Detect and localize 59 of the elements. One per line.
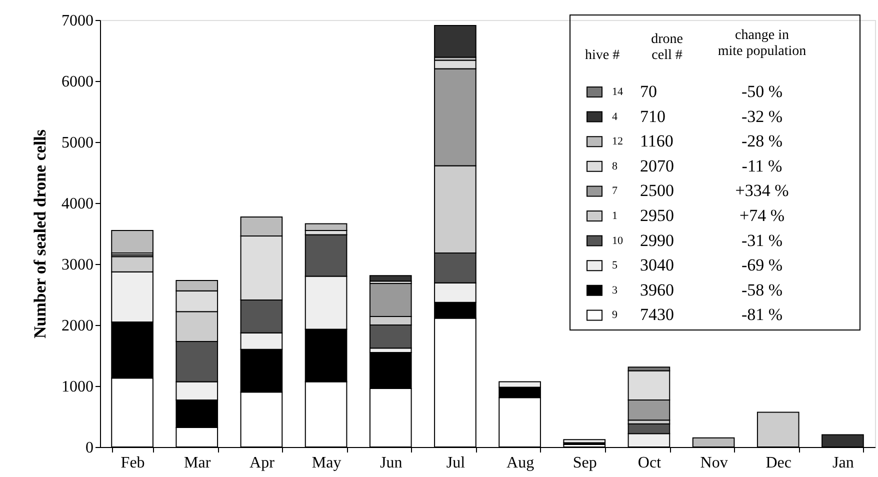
annotation: +334 % [735, 181, 789, 200]
y-tick-label: 6000 [62, 74, 94, 90]
annotation: -81 % [741, 305, 783, 324]
x-tick-label: Feb [120, 454, 145, 472]
annotation: -69 % [741, 256, 783, 275]
x-tick-label: May [312, 454, 342, 472]
y-tick-label: 7000 [62, 12, 94, 30]
annotation: -31 % [741, 230, 783, 250]
y-tick-label: 5000 [62, 134, 94, 152]
annotation: -28 % [741, 132, 783, 151]
annotation: 3960 [640, 280, 674, 300]
annotation: +74 % [740, 206, 784, 225]
annotation: change in mite population [718, 28, 806, 59]
y-tick-label: 1000 [62, 378, 94, 396]
legend-label: 7 [612, 185, 618, 198]
x-tick-label: Oct [638, 454, 662, 472]
y-axis-title: Number of sealed drone cells [30, 129, 50, 339]
annotation: -32 % [741, 106, 783, 126]
bar [369, 275, 412, 282]
legend-label: 1 [612, 210, 618, 222]
x-tick-label: Sep [572, 454, 597, 472]
bar [434, 24, 476, 58]
legend-title: hive # [585, 48, 620, 63]
bar [563, 439, 606, 444]
annotation: drone cell # [651, 32, 683, 63]
y-tick-label: 2000 [62, 318, 94, 334]
x-tick-label: Jun [380, 454, 402, 472]
x-tick-label: Jul [446, 454, 466, 472]
legend-label: 4 [612, 110, 618, 123]
annotation: -50 % [741, 82, 783, 101]
x-tick-label: Jan [832, 454, 854, 472]
legend-label: 9 [612, 309, 618, 322]
y-tick-label: 3000 [62, 256, 94, 274]
bar [111, 230, 154, 254]
annotation: 710 [640, 106, 666, 126]
legend-label: 5 [612, 260, 618, 272]
x-tick-label: Dec [766, 454, 792, 472]
y-tick-label: 0 [86, 440, 94, 456]
annotation: 2070 [640, 156, 674, 176]
x-tick-label: Apr [250, 454, 276, 472]
annotation: 2500 [640, 181, 674, 200]
annotation: 2950 [640, 206, 674, 225]
annotation: 3040 [640, 256, 674, 275]
x-tick-label: Aug [506, 454, 534, 472]
annotation: -11 % [742, 156, 782, 176]
legend-label: 14 [612, 86, 624, 98]
legend-label: 12 [612, 136, 623, 148]
legend-label: 8 [612, 160, 618, 172]
annotation: -58 % [741, 280, 783, 300]
y-tick-label: 4000 [62, 196, 94, 212]
x-tick-label: Mar [184, 454, 212, 472]
legend-label: 3 [612, 284, 618, 296]
bar [304, 223, 348, 231]
annotation: 1160 [640, 132, 674, 151]
legend-label: 10 [612, 234, 624, 247]
annotation: 7430 [640, 305, 674, 324]
annotation: 70 [640, 82, 657, 101]
annotation: 2990 [640, 230, 674, 250]
x-tick-label: Nov [700, 454, 728, 472]
